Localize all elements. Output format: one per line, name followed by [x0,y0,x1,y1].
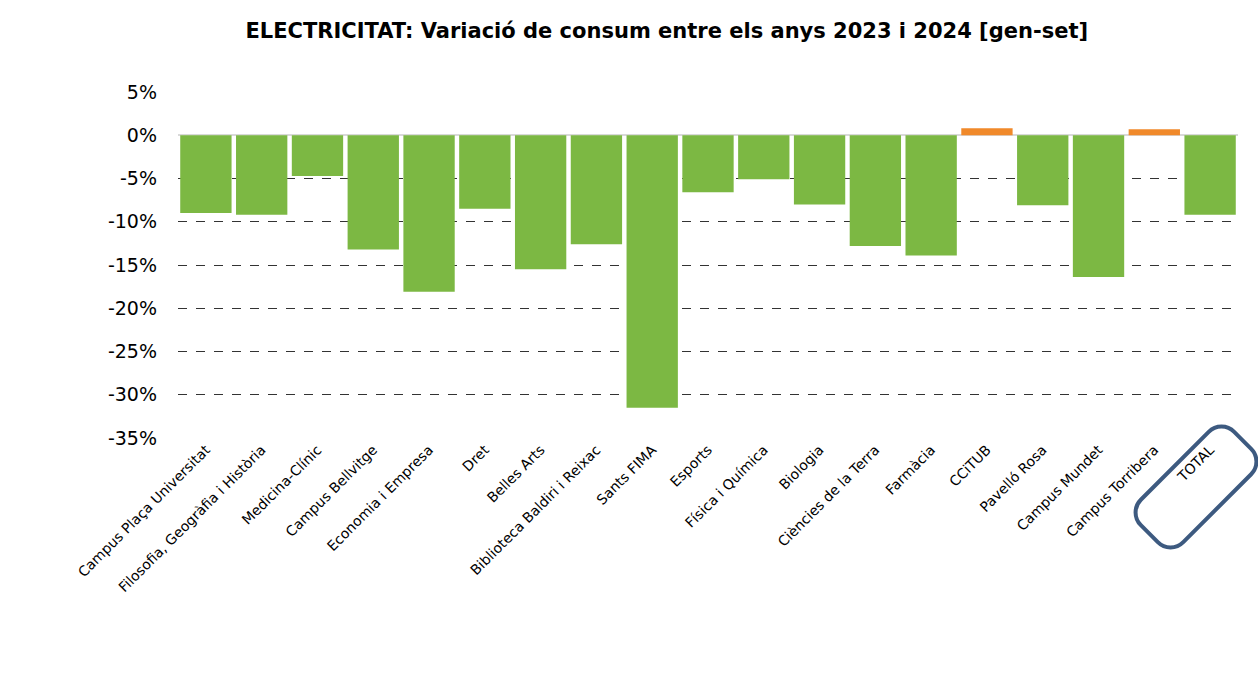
svg-text:ELECTRICITAT: Variació de cons: ELECTRICITAT: Variació de consum entre e… [245,19,1088,43]
svg-text:Campus Plaça Universitat: Campus Plaça Universitat [75,441,214,580]
svg-text:-10%: -10% [108,210,157,232]
svg-text:Biblioteca Baldiri i Reixac: Biblioteca Baldiri i Reixac [467,442,603,578]
svg-text:-25%: -25% [108,340,157,362]
svg-text:Filosofia, Geogràfia i Històri: Filosofia, Geogràfia i Història [115,442,268,595]
svg-text:0%: 0% [127,124,157,146]
svg-text:Campus Mundet: Campus Mundet [1013,441,1106,534]
svg-text:Belles Arts: Belles Arts [484,442,548,506]
svg-text:TOTAL: TOTAL [1174,442,1218,486]
svg-text:-5%: -5% [120,167,157,189]
svg-text:Sants FIMA: Sants FIMA [593,441,659,507]
svg-text:Biologia: Biologia [776,442,827,493]
svg-text:Economia i Empresa: Economia i Empresa [324,442,436,554]
svg-text:Dret: Dret [459,441,492,474]
svg-text:Campus Bellvitge: Campus Bellvitge [282,442,380,540]
svg-text:Física i Química: Física i Química [682,442,771,531]
svg-text:Esports: Esports [667,442,715,490]
svg-text:-30%: -30% [108,383,157,405]
svg-text:Campus Torribera: Campus Torribera [1063,442,1161,540]
svg-text:CCiTUB: CCiTUB [946,442,994,490]
svg-text:Pavelló Rosa: Pavelló Rosa [977,442,1050,515]
svg-text:Farmàcia: Farmàcia [882,442,938,498]
svg-text:Ciències de la Terra: Ciències de la Terra [775,442,883,550]
svg-text:Medicina-Clínic: Medicina-Clínic [239,442,325,528]
svg-text:-20%: -20% [108,297,157,319]
svg-text:-15%: -15% [108,254,157,276]
svg-text:5%: 5% [127,81,157,103]
svg-text:-35%: -35% [108,427,157,449]
